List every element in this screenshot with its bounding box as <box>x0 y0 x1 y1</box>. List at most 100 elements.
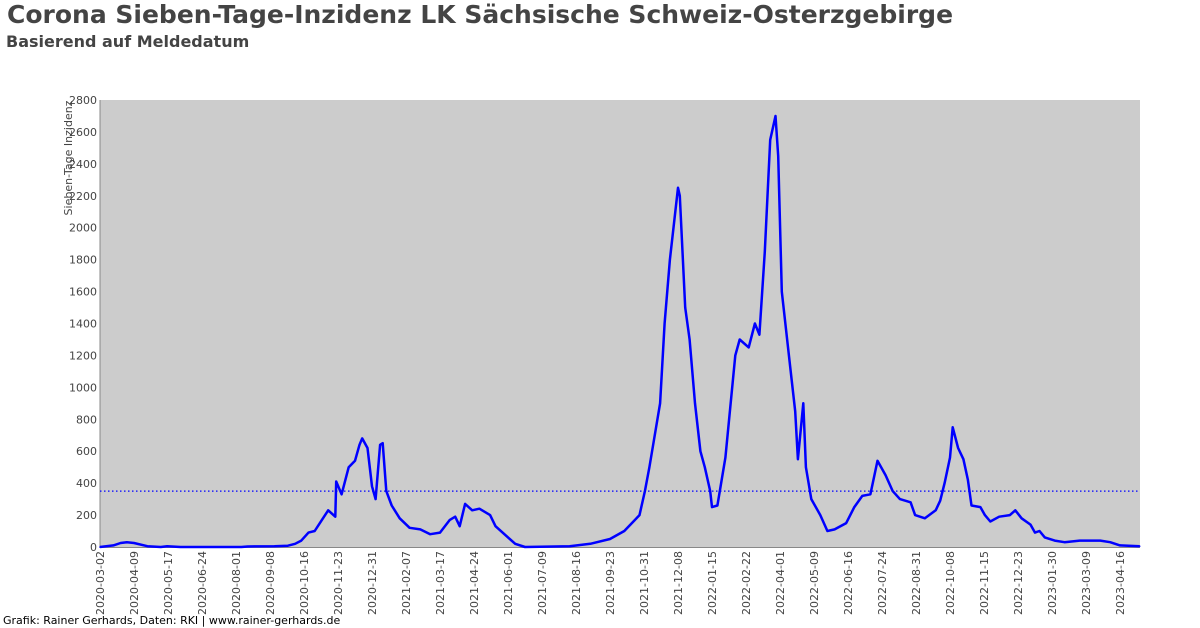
data-point <box>340 493 343 496</box>
y-tick-label: 800 <box>76 413 97 426</box>
data-point <box>1053 539 1056 542</box>
y-tick-label: 1400 <box>69 318 97 331</box>
x-tick-label: 2020-08-01 <box>230 551 243 615</box>
y-tick-label: 1800 <box>69 254 97 267</box>
data-point <box>1063 541 1066 544</box>
data-point <box>126 541 128 544</box>
x-tick-label: 2020-05-17 <box>162 551 175 615</box>
credit-text: Grafik: Rainer Gerhards, Daten: RKI | ww… <box>3 614 341 627</box>
data-point <box>489 514 491 516</box>
data-point <box>949 456 951 459</box>
data-point <box>970 504 973 507</box>
data-point <box>780 290 783 293</box>
data-point <box>327 509 329 512</box>
x-tick-label: 2020-03-02 <box>94 551 107 615</box>
data-point <box>939 499 941 502</box>
data-point <box>810 498 813 500</box>
data-point <box>891 490 894 492</box>
data-point <box>179 546 182 548</box>
data-point <box>458 525 461 528</box>
data-point <box>119 542 122 544</box>
y-tick-label: 1000 <box>69 381 97 394</box>
data-point <box>648 466 651 468</box>
data-point <box>354 459 356 462</box>
y-tick-label: 1600 <box>69 286 97 299</box>
data-point <box>294 543 296 545</box>
data-point <box>1038 530 1041 532</box>
data-point <box>758 333 761 336</box>
y-tick-label: 2200 <box>69 190 97 203</box>
data-point <box>1138 545 1141 548</box>
data-point <box>609 538 611 540</box>
data-point <box>638 514 641 516</box>
y-tick-label: 2000 <box>69 222 97 235</box>
data-point <box>398 517 401 520</box>
data-point <box>623 530 626 532</box>
data-point <box>1029 523 1032 526</box>
data-point <box>924 517 926 520</box>
x-tick-label: 2020-10-16 <box>298 551 311 615</box>
data-point <box>989 520 992 523</box>
data-point <box>273 545 276 548</box>
data-point <box>514 543 516 545</box>
data-point <box>112 544 115 547</box>
data-point <box>711 506 713 508</box>
y-tick-label: 2400 <box>69 158 97 171</box>
x-tick-label: 2021-10-31 <box>638 551 651 615</box>
x-tick-label: 2023-03-09 <box>1080 551 1093 615</box>
x-tick-label: 2022-05-09 <box>808 551 821 615</box>
data-point <box>1044 536 1046 539</box>
x-tick-label: 2021-02-07 <box>400 551 413 615</box>
data-point <box>747 346 750 349</box>
data-point <box>589 543 592 545</box>
data-point <box>943 482 946 484</box>
data-point <box>663 322 666 325</box>
data-point <box>789 362 791 365</box>
data-point <box>819 514 822 516</box>
data-point <box>464 503 466 505</box>
x-tick-label: 2022-08-31 <box>910 551 923 615</box>
data-point <box>884 474 887 476</box>
data-point <box>454 515 457 518</box>
data-point <box>644 490 646 492</box>
data-point <box>133 542 135 544</box>
data-point <box>1014 509 1017 512</box>
data-point <box>774 115 777 117</box>
data-point <box>861 495 864 497</box>
data-point <box>688 338 691 341</box>
data-point <box>300 539 303 542</box>
data-point <box>287 544 289 547</box>
data-point <box>694 402 696 405</box>
data-point <box>763 250 766 253</box>
data-point <box>734 354 737 357</box>
data-point <box>419 528 422 531</box>
data-point <box>166 545 168 548</box>
data-point <box>240 546 243 548</box>
data-point <box>1009 514 1011 516</box>
data-point <box>334 515 337 518</box>
data-point <box>738 338 741 341</box>
y-tick-label: 0 <box>90 541 97 554</box>
data-point <box>826 530 829 532</box>
x-tick-label: 2022-10-08 <box>944 551 957 615</box>
x-tick-label: 2022-07-24 <box>876 551 889 615</box>
data-point <box>769 139 771 141</box>
y-axis-title: Sieben-Tage Inzidenz <box>62 100 75 215</box>
data-point <box>802 402 805 405</box>
data-point <box>246 545 249 548</box>
data-point <box>307 531 310 534</box>
data-point <box>1099 539 1102 542</box>
data-point <box>962 458 965 460</box>
data-point <box>471 509 474 512</box>
data-point <box>957 447 959 449</box>
y-tick-label: 2600 <box>69 126 97 139</box>
x-tick-label: 2021-04-24 <box>468 551 481 615</box>
data-point <box>845 522 848 524</box>
x-tick-label: 2021-07-09 <box>536 551 549 615</box>
data-point <box>1078 539 1081 542</box>
data-point <box>951 426 954 429</box>
x-tick-label: 2022-11-15 <box>978 551 991 615</box>
chart-subtitle: Basierend auf Meldedatum <box>6 32 250 51</box>
y-tick-label: 1200 <box>69 349 97 362</box>
